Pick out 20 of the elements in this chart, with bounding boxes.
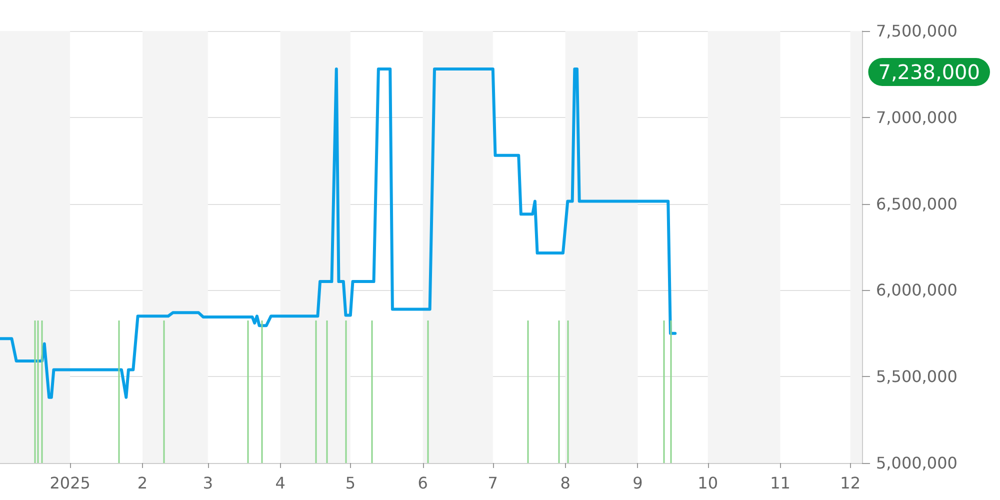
x-tick-label: 6 (418, 474, 428, 492)
line-series (0, 68, 677, 399)
x-tick-label: 5 (345, 474, 356, 492)
y-tick-label: 7,000,000 (876, 108, 958, 127)
x-tick-label: 9 (632, 474, 643, 492)
y-tick-label: 5,500,000 (876, 367, 958, 386)
x-tick-label: 2 (137, 474, 148, 492)
y-tick-label: 6,500,000 (876, 194, 958, 214)
x-tick-label: 8 (560, 474, 570, 492)
y-tick-label: 5,000,000 (876, 454, 958, 472)
y-tick-label: 7,500,000 (876, 22, 958, 40)
x-tick-label: 7 (488, 474, 498, 492)
x-tick-label: 4 (275, 474, 286, 492)
text: 7,238,000 (878, 60, 980, 84)
x-tick-label: 3 (202, 474, 213, 492)
x-tick-label: 10 (698, 474, 718, 492)
x-tick-label: 11 (770, 474, 790, 492)
x-tick-label: 2025 (50, 474, 90, 492)
y-tick-label: 6,000,000 (876, 280, 958, 300)
x-tick-label: 12 (840, 474, 860, 492)
